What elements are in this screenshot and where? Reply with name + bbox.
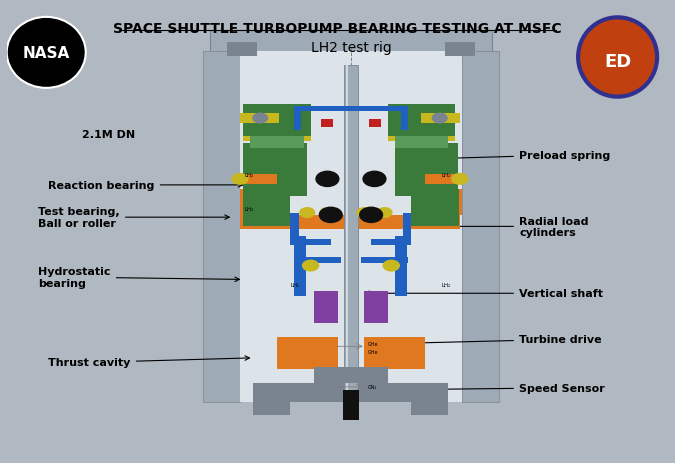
Text: LH₂: LH₂ <box>441 173 451 178</box>
Bar <box>254 383 448 402</box>
Bar <box>294 112 300 130</box>
Text: Hydrostatic
bearing: Hydrostatic bearing <box>38 267 240 288</box>
Text: LH₂: LH₂ <box>245 173 254 178</box>
Circle shape <box>356 207 373 219</box>
Bar <box>240 215 441 229</box>
Bar <box>456 190 462 215</box>
Bar <box>240 190 246 215</box>
Bar <box>395 144 458 197</box>
Text: LH₂: LH₂ <box>290 282 300 287</box>
Text: NASA: NASA <box>23 46 70 61</box>
Text: Preload spring: Preload spring <box>409 150 610 162</box>
Text: Thrust cavity: Thrust cavity <box>49 356 250 368</box>
Circle shape <box>7 18 86 88</box>
Bar <box>240 114 279 123</box>
Bar <box>254 397 290 416</box>
Bar <box>244 137 310 142</box>
Bar <box>369 119 381 128</box>
Bar <box>364 338 425 369</box>
Circle shape <box>315 171 340 188</box>
Text: Radial load
cylinders: Radial load cylinders <box>452 216 589 238</box>
Bar <box>445 43 475 56</box>
Bar <box>425 175 462 185</box>
Bar <box>203 52 240 402</box>
Circle shape <box>362 171 387 188</box>
Text: Turbine drive: Turbine drive <box>379 335 601 346</box>
Bar <box>361 258 408 264</box>
Bar <box>294 258 341 264</box>
Circle shape <box>252 113 268 124</box>
Circle shape <box>451 174 468 186</box>
Bar <box>294 106 408 112</box>
Bar <box>258 215 460 229</box>
Circle shape <box>232 174 249 186</box>
Bar <box>321 119 333 128</box>
Bar <box>244 105 310 139</box>
Bar <box>343 390 359 420</box>
Text: LH₂: LH₂ <box>441 282 451 287</box>
Circle shape <box>299 207 315 219</box>
Circle shape <box>578 18 657 97</box>
Circle shape <box>319 207 343 224</box>
Text: Reaction bearing: Reaction bearing <box>49 181 243 190</box>
Text: Test bearing,
Ball or roller: Test bearing, Ball or roller <box>38 207 230 228</box>
Text: Vertical shaft: Vertical shaft <box>365 288 603 299</box>
Bar <box>240 175 277 185</box>
Text: Speed Sensor: Speed Sensor <box>369 383 605 393</box>
Bar <box>244 190 290 227</box>
Bar <box>346 66 348 397</box>
Circle shape <box>431 113 448 124</box>
Text: GN₂: GN₂ <box>368 385 377 389</box>
Bar <box>290 239 331 245</box>
Bar <box>244 144 307 197</box>
Bar <box>388 137 455 142</box>
Bar <box>462 52 499 402</box>
Bar <box>290 213 299 245</box>
Bar <box>314 291 338 324</box>
Text: LH₂: LH₂ <box>245 207 254 212</box>
Bar <box>344 66 358 397</box>
Bar <box>277 338 338 369</box>
Circle shape <box>302 260 319 272</box>
Circle shape <box>359 207 383 224</box>
Text: GHe: GHe <box>368 350 378 355</box>
Bar <box>250 137 304 149</box>
Bar <box>412 190 458 227</box>
Bar <box>314 367 388 383</box>
Bar <box>421 114 460 123</box>
Bar <box>210 31 492 56</box>
Bar <box>395 137 448 149</box>
Text: LH2 test rig: LH2 test rig <box>310 40 391 55</box>
Text: ED: ED <box>604 53 631 71</box>
Bar <box>395 236 407 296</box>
Circle shape <box>377 207 393 219</box>
Bar <box>412 397 448 416</box>
Bar <box>371 239 412 245</box>
Bar <box>364 291 388 324</box>
Circle shape <box>319 207 335 219</box>
Text: 2.1M DN: 2.1M DN <box>82 130 135 140</box>
Text: SPACE SHUTTLE TURBOPUMP BEARING TESTING AT MSFC: SPACE SHUTTLE TURBOPUMP BEARING TESTING … <box>113 22 562 36</box>
Bar <box>403 213 412 245</box>
Bar <box>294 236 306 296</box>
Bar <box>227 43 256 56</box>
Bar <box>388 105 455 139</box>
Bar <box>402 112 408 130</box>
Circle shape <box>383 260 400 272</box>
Text: GHe: GHe <box>368 342 378 347</box>
Bar <box>240 52 462 402</box>
